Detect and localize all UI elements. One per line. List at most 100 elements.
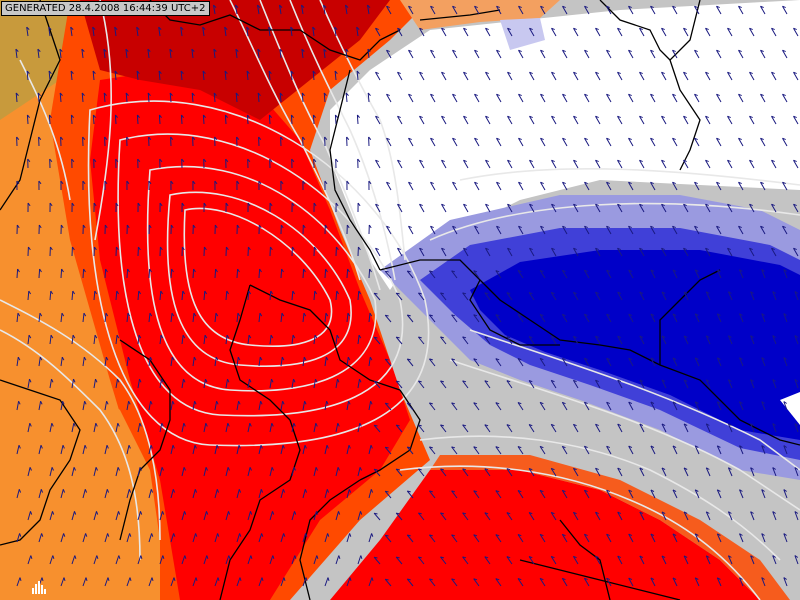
wind-arrow-head — [205, 378, 208, 383]
wind-arrow-head — [573, 203, 577, 207]
wind-arrow-icon — [367, 92, 370, 103]
wind-arrow-head — [573, 379, 577, 383]
wind-arrow-head — [325, 312, 329, 317]
wind-arrow-icon — [617, 379, 623, 389]
wind-arrow-head — [15, 92, 19, 97]
wind-arrow-head — [49, 202, 53, 207]
wind-arrow-head — [385, 358, 389, 361]
wind-arrow-icon — [16, 313, 19, 323]
wind-arrow-head — [793, 247, 797, 251]
wind-arrow-icon — [451, 578, 458, 587]
wind-arrow-icon — [236, 489, 240, 499]
wind-arrow-head — [150, 400, 153, 405]
wind-arrow-head — [639, 335, 644, 339]
wind-arrow-head — [397, 115, 401, 119]
wind-arrow-head — [650, 137, 654, 141]
wind-arrow-head — [137, 114, 140, 119]
wind-arrow-head — [573, 71, 577, 75]
wind-arrow-head — [418, 468, 422, 471]
wind-arrow-icon — [761, 577, 766, 587]
wind-arrow-icon — [397, 159, 403, 169]
wind-arrow-head — [213, 4, 217, 8]
wind-arrow-icon — [794, 467, 799, 477]
wind-arrow-icon — [181, 423, 185, 433]
wind-arrow-head — [716, 49, 720, 53]
wind-arrow-icon — [236, 357, 239, 367]
wind-arrow-head — [617, 555, 622, 559]
wind-arrow-icon — [529, 203, 535, 213]
wind-arrow-head — [18, 444, 21, 449]
wind-arrow-head — [74, 511, 77, 515]
wind-arrow-head — [750, 555, 754, 558]
wind-arrow-head — [345, 4, 349, 8]
wind-arrow-icon — [373, 292, 381, 301]
wind-arrow-icon — [462, 556, 469, 565]
wind-arrow-head — [540, 93, 544, 97]
wind-arrow-head — [138, 290, 142, 295]
wind-arrow-icon — [573, 203, 579, 213]
wind-arrow-head — [337, 422, 340, 427]
wind-arrow-head — [72, 334, 76, 339]
wind-arrow-head — [452, 93, 456, 97]
wind-arrow-head — [30, 511, 33, 515]
wind-arrow-head — [181, 246, 185, 251]
wind-arrow-head — [562, 49, 566, 53]
wind-arrow-icon — [485, 159, 491, 169]
wind-arrow-icon — [159, 555, 164, 565]
wind-arrow-icon — [793, 115, 799, 125]
wind-arrow-head — [495, 534, 500, 537]
wind-arrow-icon — [628, 181, 634, 191]
wind-arrow-icon — [48, 114, 51, 125]
wind-arrow-icon — [301, 92, 304, 103]
wind-arrow-head — [716, 93, 720, 97]
wind-arrow-head — [672, 401, 677, 405]
wind-arrow-head — [528, 556, 533, 559]
wind-arrow-head — [661, 247, 665, 251]
wind-arrow-icon — [573, 115, 579, 125]
wind-arrow-icon — [103, 92, 106, 103]
wind-arrow-head — [672, 137, 676, 141]
wind-arrow-icon — [170, 357, 173, 367]
wind-arrow-icon — [429, 314, 436, 323]
wind-arrow-head — [463, 247, 467, 251]
wind-arrow-icon — [727, 247, 733, 257]
wind-arrow-head — [19, 577, 22, 582]
wind-arrow-icon — [661, 27, 667, 37]
wind-arrow-head — [396, 556, 400, 559]
wind-arrow-head — [336, 334, 340, 339]
generated-timestamp: GENERATED 28.4.2008 16:44:39 UTC+2 — [1, 1, 210, 16]
wind-arrow-head — [60, 180, 64, 185]
wind-arrow-icon — [290, 70, 293, 81]
wind-arrow-head — [357, 158, 361, 163]
wind-arrow-head — [539, 489, 544, 493]
wind-arrow-head — [672, 225, 676, 229]
wind-arrow-head — [606, 225, 610, 229]
wind-arrow-icon — [539, 490, 546, 499]
wind-arrow-icon — [82, 445, 86, 455]
wind-arrow-head — [672, 269, 677, 273]
wind-arrow-icon — [639, 247, 645, 257]
wind-arrow-head — [105, 268, 108, 273]
wind-arrow-icon — [639, 555, 645, 565]
wind-arrow-head — [39, 312, 43, 317]
light-orange-strip-north — [400, 0, 560, 30]
wind-arrow-head — [749, 115, 753, 119]
wind-arrow-head — [180, 70, 184, 75]
wind-arrow-head — [93, 114, 96, 119]
wind-arrow-icon — [368, 489, 372, 499]
wind-arrow-head — [27, 114, 30, 119]
wind-arrow-icon — [539, 270, 546, 279]
wind-arrow-icon — [180, 27, 183, 37]
wind-arrow-head — [250, 511, 253, 515]
wind-arrow-head — [312, 70, 316, 75]
wind-arrow-head — [706, 467, 710, 470]
wind-arrow-head — [794, 423, 799, 426]
wind-arrow-icon — [214, 401, 218, 411]
wind-arrow-head — [717, 313, 721, 316]
wind-arrow-head — [473, 446, 478, 449]
wind-arrow-icon — [137, 555, 142, 565]
wind-arrow-head — [727, 203, 731, 207]
wind-arrow-icon — [192, 401, 196, 411]
wind-arrow-head — [38, 224, 42, 229]
wind-arrow-icon — [16, 489, 20, 499]
